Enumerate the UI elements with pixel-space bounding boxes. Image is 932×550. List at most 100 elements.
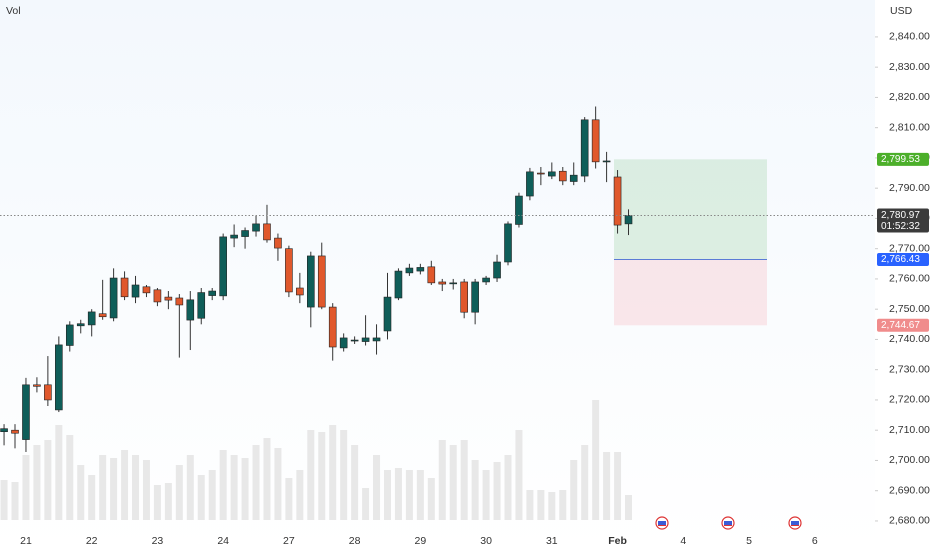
candle-body [131,284,140,298]
volume-bar [66,435,74,520]
volume-bar [33,445,41,520]
profit-zone [614,159,767,260]
volume-bar [318,432,326,520]
countdown-label: 01:52:32 [881,221,920,232]
volume-bar [614,452,622,520]
candle-body [405,267,414,274]
volume-bar [175,465,183,520]
volume-bar [570,460,578,520]
volume-bar [373,455,381,520]
x-tick-label: 22 [86,535,98,547]
x-tick-label: 6 [812,535,818,547]
volume-bar [22,455,30,520]
volume-bar [77,465,85,520]
volume-bar [132,455,140,520]
entry-label: 2,766.43 [881,254,920,265]
loss-zone [614,259,767,326]
candle-body [22,384,30,440]
volume-bar [471,460,479,520]
volume-bar [394,468,402,520]
candle-body [471,281,479,313]
candle-body [65,324,74,346]
y-tick-label: 2,690.00 [889,484,930,496]
candle-body [493,261,501,279]
volume-bar [625,495,633,520]
candle-body [602,160,611,163]
y-tick-label: 2,790.00 [889,182,930,194]
x-tick-label: 5 [746,535,752,547]
candle-body [164,296,173,301]
candle-body [241,230,249,237]
volume-bar [526,490,534,520]
candle-body [109,277,118,319]
volume-bar [219,450,227,520]
volume-bar [340,430,348,520]
candle-body [460,281,468,313]
candle-body [76,323,85,327]
target-label: 2,799.53 [881,154,920,165]
candle-layer [0,106,633,452]
y-tick-label: 2,750.00 [889,303,930,315]
y-tick-label: 2,760.00 [889,273,930,285]
volume-bar [449,445,457,520]
event-icons [655,516,802,530]
y-tick-label: 2,810.00 [889,121,930,133]
candle-body [175,297,184,306]
volume-bar [482,470,490,520]
x-tick-label: 21 [20,535,32,547]
candle-body [361,337,370,342]
x-tick-label: 24 [217,535,229,547]
x-tick-label: 27 [283,535,295,547]
x-tick-label: 23 [152,535,164,547]
candle-body [449,282,458,285]
candle-body [328,306,337,348]
volume-bar [592,400,600,520]
volume-bar [296,470,304,520]
stop-label: 2,744.67 [881,320,920,331]
current-price-tag [877,208,929,233]
candle-body [613,176,622,226]
y-tick-label: 2,720.00 [889,394,930,406]
volume-bar [252,445,260,520]
volume-bar [153,485,161,520]
candle-body [252,223,260,232]
volume-bar [99,455,107,520]
candle-body [0,428,8,433]
volume-bar [383,470,391,520]
volume-bar [263,438,271,520]
axis-layer: 2,680.00 2,690.00 2,700.00 2,710.00 2,720.00… [0,31,930,547]
candle-body [197,292,206,319]
candle-body [482,277,490,283]
y-tick-label: 2,700.00 [889,454,930,466]
volume-bar [504,455,512,520]
x-tick-label: 30 [480,535,492,547]
candle-body [219,236,227,297]
candle-body [394,270,403,299]
volume-bar [329,425,337,520]
x-tick-label: 29 [415,535,427,547]
volume-bar [208,470,216,520]
candle-body [350,339,359,342]
y-tick-label: 2,710.00 [889,424,930,436]
volume-bar [515,430,523,520]
candle-body [526,171,534,197]
candle-body [548,171,556,177]
volume-bar [603,452,611,520]
x-tick-label: 31 [546,535,558,547]
candle-body [372,337,381,342]
volume-bar [537,490,545,520]
volume-bar [460,440,468,520]
candle-body [317,255,326,308]
candle-body [11,429,19,434]
y-tick-label: 2,730.00 [889,363,930,375]
candle-body [416,267,425,272]
candle-body [208,290,217,296]
volume-bar [427,478,435,520]
candle-body [263,223,271,241]
candle-body [186,299,195,321]
x-tick-label: Feb [608,535,627,547]
candle-body [142,286,151,294]
candle-body [87,311,96,326]
price-tag [877,252,929,266]
y-tick-label: 2,770.00 [889,242,930,254]
